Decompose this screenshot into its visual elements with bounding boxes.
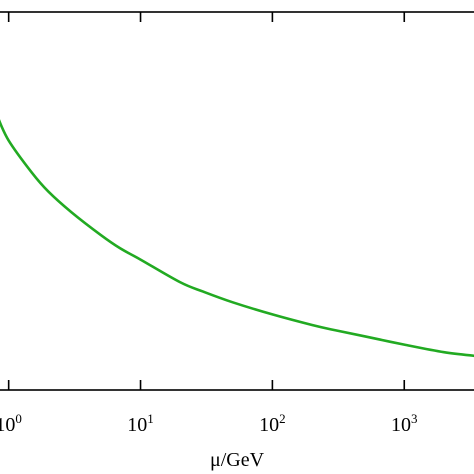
x-tick-label-exponent: 1 [147, 411, 154, 426]
x-tick-label-base: 10 [259, 414, 279, 436]
x-tick-label: 102 [259, 411, 286, 436]
x-tick-label-exponent: 2 [279, 411, 286, 426]
series-group [0, 119, 474, 358]
x-tick-label-base: 10 [127, 414, 147, 436]
x-tick-labels: 100 101 102 103 [0, 411, 418, 436]
plot-frame [0, 11, 474, 391]
x-tick-label: 101 [127, 411, 154, 436]
x-tick-label-base: 10 [391, 414, 411, 436]
series-line [0, 119, 474, 358]
x-tick-label-exponent: 3 [411, 411, 418, 426]
x-ticks [7, 12, 406, 390]
x-tick-label: 100 [0, 411, 22, 436]
x-axis-label: μ/GeV [210, 449, 265, 471]
x-tick-label-base: 10 [0, 414, 15, 436]
x-tick-label-exponent: 0 [15, 411, 21, 426]
x-tick-label: 103 [391, 411, 418, 436]
